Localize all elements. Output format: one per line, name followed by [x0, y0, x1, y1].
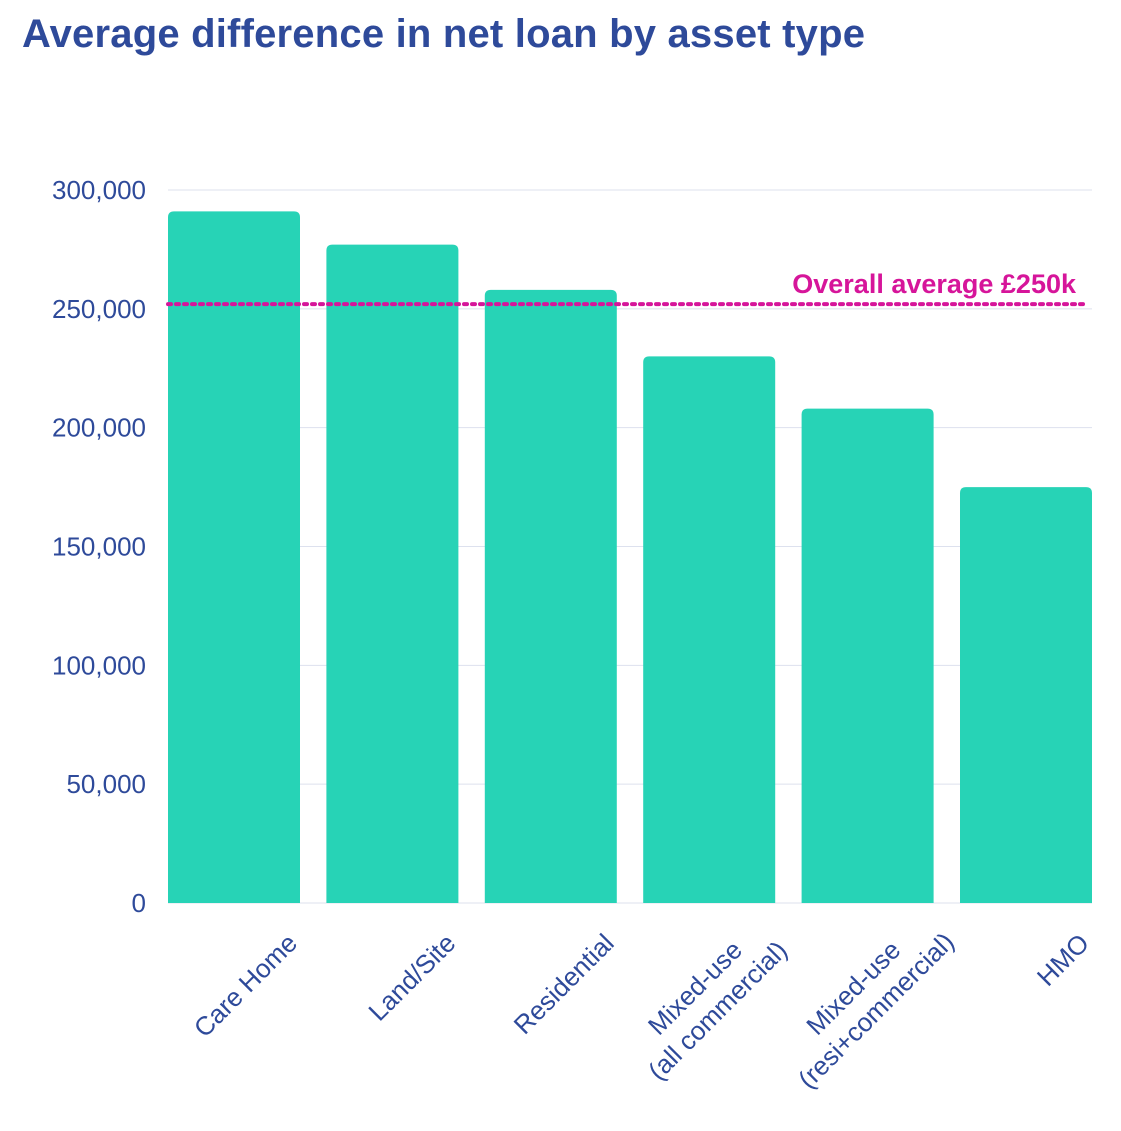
bar — [643, 356, 776, 903]
bar — [168, 211, 300, 903]
bar — [484, 289, 617, 903]
x-tick-label: Mixed-use(all commercial) — [619, 912, 793, 1086]
x-tick-label: Care Home — [188, 928, 303, 1043]
bar — [960, 487, 1092, 903]
y-tick-label: 0 — [132, 888, 146, 918]
x-tick-label: HMO — [1031, 928, 1095, 992]
y-tick-label: 50,000 — [66, 769, 146, 799]
bars — [168, 211, 1092, 903]
x-tick-label: Land/Site — [362, 928, 461, 1027]
y-tick-label: 250,000 — [52, 294, 146, 324]
x-tick-label: Mixed-use(resi+commercial) — [769, 904, 959, 1094]
y-tick-label: 300,000 — [52, 175, 146, 205]
y-axis-ticks: 0 50,000 100,000 150,000 200,000 250,000 300,0… — [52, 175, 146, 918]
x-tick-label: Residential — [508, 928, 620, 1040]
y-tick-label: 100,000 — [52, 650, 146, 680]
y-tick-label: 200,000 — [52, 413, 146, 443]
gridlines — [168, 189, 1092, 904]
y-tick-label: 150,000 — [52, 532, 146, 562]
average-reference-label: Overall average £250k — [792, 269, 1077, 299]
x-axis-labels: Care Home Land/Site Residential Mixed-use(a… — [188, 904, 1095, 1094]
bar — [326, 244, 459, 903]
bar — [801, 408, 934, 903]
reference-line-group: Overall average £250k — [166, 269, 1090, 307]
chart-title: Average difference in net loan by asset … — [22, 12, 866, 56]
